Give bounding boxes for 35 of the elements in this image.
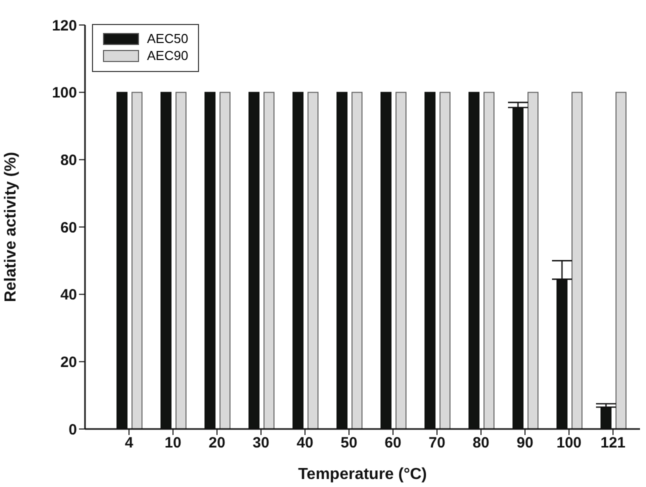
x-tick-label: 4 xyxy=(124,434,134,452)
bar xyxy=(616,92,626,429)
bar xyxy=(176,92,186,429)
bar xyxy=(440,92,450,429)
bar xyxy=(572,92,582,429)
x-tick-label: 60 xyxy=(384,434,402,452)
x-tick-label: 40 xyxy=(296,434,314,452)
legend-label: AEC90 xyxy=(147,48,188,63)
bar xyxy=(132,92,142,429)
x-tick-label: 50 xyxy=(340,434,358,452)
bar xyxy=(484,92,494,429)
x-tick-label: 100 xyxy=(556,434,582,452)
y-axis-title: Relative activity (%) xyxy=(2,152,20,302)
x-tick-label: 121 xyxy=(600,434,626,452)
legend-label: AEC50 xyxy=(147,31,188,46)
y-tick-label: 120 xyxy=(52,17,77,34)
y-tick-label: 80 xyxy=(60,152,77,169)
y-tick-label: 0 xyxy=(68,421,77,438)
bar xyxy=(308,92,318,429)
bar xyxy=(528,92,538,429)
bar xyxy=(264,92,274,429)
bar xyxy=(396,92,406,429)
x-tick-label: 20 xyxy=(208,434,226,452)
bar xyxy=(220,92,230,429)
x-tick-label: 80 xyxy=(472,434,490,452)
y-tick-label: 60 xyxy=(60,219,77,236)
x-tick-label: 90 xyxy=(516,434,534,452)
y-tick-label: 100 xyxy=(52,84,77,102)
x-tick-label: 70 xyxy=(428,434,446,452)
bar xyxy=(352,92,362,429)
y-tick-label: 40 xyxy=(60,286,77,304)
y-tick-label: 20 xyxy=(60,354,77,371)
x-tick-label: 30 xyxy=(252,434,270,452)
x-axis-title: Temperature (°C) xyxy=(298,466,427,483)
x-tick-label: 10 xyxy=(164,434,182,452)
